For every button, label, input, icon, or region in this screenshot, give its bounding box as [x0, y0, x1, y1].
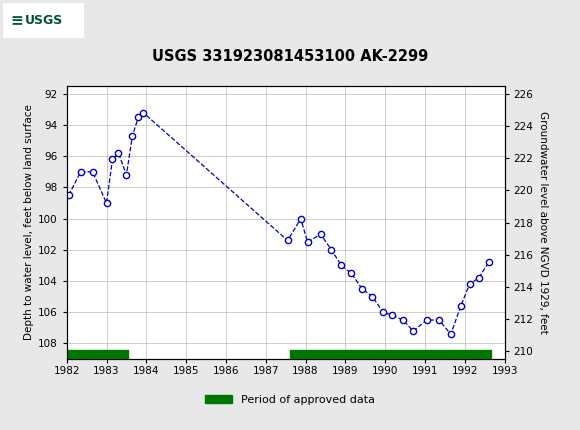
Text: USGS 331923081453100 AK-2299: USGS 331923081453100 AK-2299 [152, 49, 428, 64]
Text: ≡: ≡ [10, 13, 23, 28]
Legend: Period of approved data: Period of approved data [200, 390, 380, 409]
FancyBboxPatch shape [3, 3, 84, 37]
Y-axis label: Groundwater level above NGVD 1929, feet: Groundwater level above NGVD 1929, feet [538, 111, 548, 334]
Text: USGS: USGS [24, 14, 63, 27]
Y-axis label: Depth to water level, feet below land surface: Depth to water level, feet below land su… [24, 104, 34, 341]
